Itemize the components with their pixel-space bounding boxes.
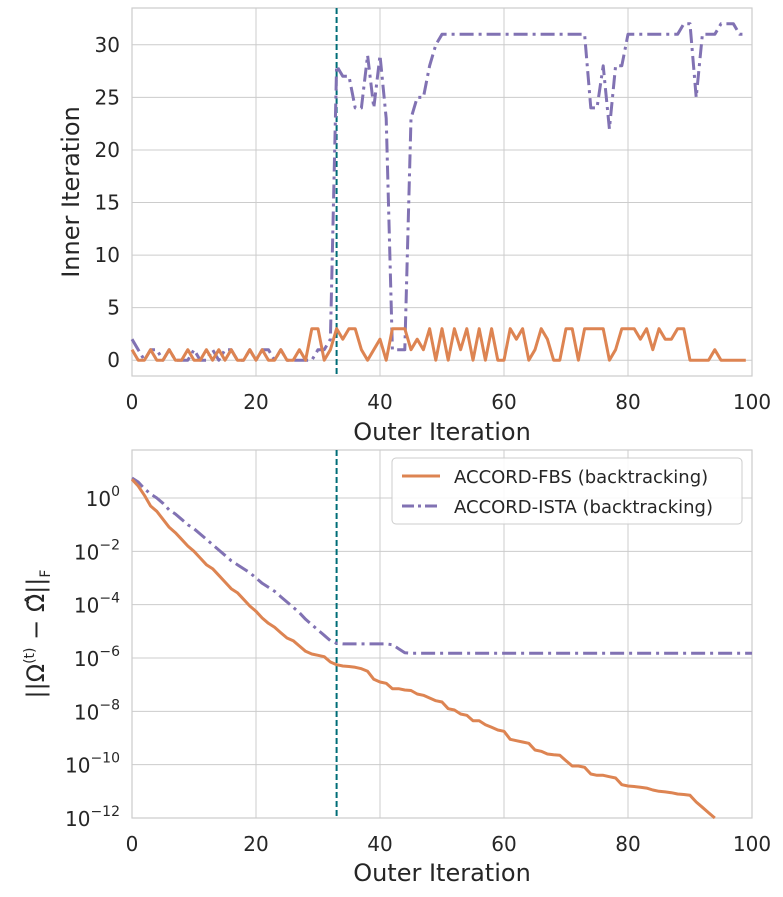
top-y-tick-label: 30 [95,33,120,57]
convergence-panel: 0 20 40 60 80 100 100 10−2 10−4 10−6 10−8 10−10 10−… [22,449,771,887]
bottom-x-tick-label: 40 [367,832,392,856]
bottom-y-tick-label: 100 [86,484,120,511]
bottom-x-tick-label: 100 [733,832,771,856]
top-y-tick-label: 10 [95,243,120,267]
legend-box [391,457,743,525]
bottom-y-tick-label: 10−2 [74,537,120,564]
top-x-tick-label: 20 [243,390,268,414]
bottom-y-tick-label: 10−10 [65,751,120,778]
legend: ACCORD-FBS (backtracking) ACCORD-ISTA (b… [391,457,743,525]
top-plot-frame [131,7,753,377]
top-y-tick-labels: 0 5 10 15 20 25 30 [95,33,120,372]
top-x-tick-label: 100 [733,390,771,414]
bottom-y-tick-label: 10−6 [74,644,120,671]
top-y-tick-label: 15 [95,191,120,215]
bottom-y-tick-label: 10−12 [65,804,120,831]
bottom-x-tick-label: 80 [615,832,640,856]
top-series-fbs [130,327,746,362]
bottom-series-ista [131,476,752,655]
top-y-tick-label: 20 [95,138,120,162]
bottom-series-fbs [130,478,716,820]
bottom-y-tick-label: 10−8 [74,697,120,724]
top-x-axis-label: Outer Iteration [353,418,531,446]
top-y-tick-label: 25 [95,85,120,109]
top-x-tick-label: 40 [367,390,392,414]
bottom-plot-frame [131,449,753,819]
top-x-tick-labels: 0 20 40 60 80 100 [126,390,771,414]
bottom-x-tick-label: 0 [126,832,139,856]
inner-iteration-panel: 0 20 40 60 80 100 0 5 10 15 20 25 30 Outer Iteratio… [0,0,783,446]
top-x-tick-label: 60 [491,390,516,414]
bottom-x-tick-label: 20 [243,832,268,856]
top-y-tick-label: 5 [107,296,120,320]
bottom-y-tick-labels: 100 10−2 10−4 10−6 10−8 10−10 10−12 [65,484,120,831]
top-x-tick-label: 80 [615,390,640,414]
bottom-x-tick-label: 60 [491,832,516,856]
top-y-tick-label: 0 [107,348,120,372]
svg-text:||Ω(t) − Ω̂||F: ||Ω(t) − Ω̂||F [22,570,54,699]
bottom-x-tick-labels: 0 20 40 60 80 100 [126,832,771,856]
bottom-y-axis-label: ||Ω(t) − Ω̂||F [22,570,54,699]
bottom-series-group [130,476,752,820]
top-x-tick-label: 0 [126,390,139,414]
bottom-y-tick-label: 10−4 [74,591,120,618]
top-y-axis-label: Inner Iteration [57,106,85,278]
top-series-group [130,22,746,362]
bottom-x-axis-label: Outer Iteration [353,859,531,887]
legend-label-ista: ACCORD-ISTA (backtracking) [454,497,713,518]
legend-label-fbs: ACCORD-FBS (backtracking) [454,467,708,488]
